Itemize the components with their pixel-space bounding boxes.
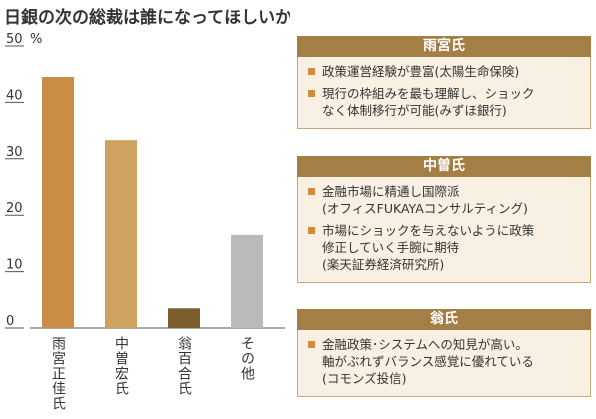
item-line: なく体制移行が可能(みずほ銀行) [322,103,507,118]
x-tick-label: その他 [239,336,255,381]
item-line: 政策運営経験が豊富(太陽生命保険) [322,64,520,79]
panel-body: 金融市場に精通し国際派 (オフィスFUKAYAコンサルティング) 市場にショックを与… [297,177,591,283]
item-line: 市場にショックを与えないように政策 [322,223,535,238]
panel-title: 翁氏 [297,309,591,330]
y-tick-label: 0 [6,314,14,329]
bullet [308,227,315,234]
y-tick-label: 40 [6,88,23,103]
item-line: (楽天証券経済研究所) [322,257,445,272]
y-tick-label: 10 [6,258,23,273]
panel-item: 金融政策･システムへの知見が高い。 軸がぶれずバランス感覚に優れている (コモンズ投… [306,336,582,387]
panel-title: 雨宮氏 [297,36,591,57]
bar [105,140,137,328]
bullet [308,68,315,75]
bar [168,308,200,328]
bullet [308,90,315,97]
panel: 雨宮氏政策運営経験が豊富(太陽生命保険) 現行の枠組みを最も理解し、ショック なく体… [297,36,591,129]
item-line: (コモンズ投信) [322,371,407,386]
item-line: 金融政策･システムへの知見が高い。 [322,337,528,352]
x-tick-label: 中曽宏氏 [113,336,129,396]
item-line: (オフィスFUKAYAコンサルティング) [322,201,528,216]
item-line: 現行の枠組みを最も理解し、ショック [322,86,535,101]
y-tick-label: 50 [6,32,23,47]
panel-item: 政策運営経験が豊富(太陽生命保険) [306,63,582,80]
chart: 日銀の次の総裁は誰になってほしいか 0 10 20 30 40 50 % 雨宮正佳氏 中曽宏氏 翁… [4,7,290,411]
panel-item: 金融市場に精通し国際派 (オフィスFUKAYAコンサルティング) [306,183,582,217]
panel-title: 中曽氏 [297,156,591,177]
y-tick-label: 20 [6,201,23,216]
panel-body: 金融政策･システムへの知見が高い。 軸がぶれずバランス感覚に優れている (コモンズ投… [297,330,591,397]
x-tick-label: 翁百合氏 [176,336,192,396]
bar [231,234,263,328]
panel: 中曽氏金融市場に精通し国際派 (オフィスFUKAYAコンサルティング) 市場にショッ… [297,156,591,283]
panel-item: 市場にショックを与えないように政策 修正していく手腕に期待 (楽天証券経済研究所) [306,222,582,273]
panel: 翁氏金融政策･システムへの知見が高い。 軸がぶれずバランス感覚に優れている (コモン… [297,309,591,397]
bullet [308,341,315,348]
x-tick-label: 雨宮正佳氏 [50,336,66,411]
y-tick-label: 30 [6,145,23,160]
panel-body: 政策運営経験が豊富(太陽生命保険) 現行の枠組みを最も理解し、ショック なく体制移行… [297,57,591,129]
chart-title: 日銀の次の総裁は誰になってほしいか [4,7,290,28]
item-line: 修正していく手腕に期待 [322,240,460,255]
y-unit: % [30,32,42,47]
bullet [308,188,315,195]
bar [42,77,74,329]
panel-item: 現行の枠組みを最も理解し、ショック なく体制移行が可能(みずほ銀行) [306,85,582,119]
item-line: 金融市場に精通し国際派 [322,184,460,199]
item-line: 軸がぶれずバランス感覚に優れている [322,354,534,369]
